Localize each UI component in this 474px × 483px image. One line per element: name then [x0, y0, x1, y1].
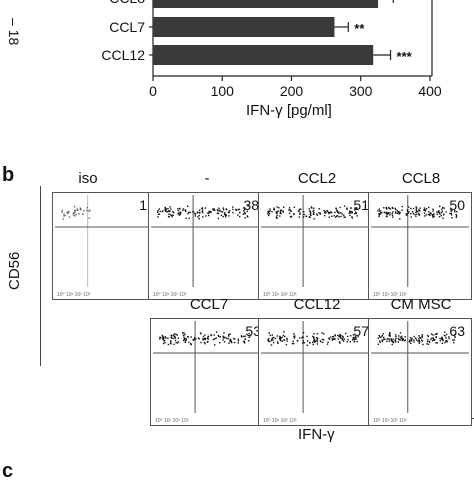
x-tick-label-0: 0 [149, 83, 157, 99]
x-tick-label-3: 300 [349, 83, 373, 99]
svg-text:10⁰ 10¹ 10² 10³: 10⁰ 10¹ 10² 10³ [373, 292, 407, 298]
category-label-ccl12: CCL12 [101, 47, 145, 63]
flow-scatter: 10⁰ 10¹ 10² 10³ [371, 195, 469, 298]
bar-ccl8 [153, 0, 379, 8]
plot-percent-ccl2: 51 [353, 197, 369, 213]
panel-b-y-axis-bar [40, 186, 41, 366]
flow-scatter: 10⁰ 10¹ 10² 10³ [153, 321, 265, 424]
plot-percent-ccl12: 57 [353, 323, 369, 339]
plot-title-ctrl: - [204, 170, 210, 187]
flow-plot-ctrl: 10⁰ 10¹ 10² 10³ 38 [148, 192, 266, 300]
flow-plot-ccl2: 10⁰ 10¹ 10² 10³ 51 [258, 192, 376, 300]
plot-percent-ctrl: 38 [243, 197, 259, 213]
svg-text:10⁰ 10¹ 10² 10³: 10⁰ 10¹ 10² 10³ [263, 418, 297, 424]
svg-text:10⁰ 10¹ 10² 10³: 10⁰ 10¹ 10² 10³ [263, 292, 297, 298]
plot-percent-ccl7: 53 [245, 323, 261, 339]
flow-plot-ccl12: 10⁰ 10¹ 10² 10³ 57 [258, 318, 376, 426]
plot-percent-iso: 1 [139, 197, 147, 213]
panel-c-letter: c [2, 460, 14, 482]
significance-ccl12: *** [397, 49, 413, 64]
significance-ccl7: ** [354, 21, 365, 36]
flow-plot-cm-msc: 10⁰ 10¹ 10² 10³ 63 [368, 318, 472, 426]
x-tick-label-4: 400 [418, 83, 442, 99]
plot-title-iso: iso [78, 170, 98, 187]
plot-title-ccl2: CCL2 [297, 170, 337, 187]
svg-text:10⁰ 10¹ 10² 10³: 10⁰ 10¹ 10² 10³ [57, 292, 91, 298]
x-tick-label-2: 200 [280, 83, 304, 99]
flow-plot-ccl7: 10⁰ 10¹ 10² 10³ 53 [150, 318, 268, 426]
panel-b-letter: b [2, 164, 15, 186]
flow-plot-iso: 10⁰ 10¹ 10² 10³ 1 [52, 192, 156, 300]
svg-text:10⁰ 10¹ 10² 10³: 10⁰ 10¹ 10² 10³ [153, 292, 187, 298]
plot-title-cm-msc: CM MSC [390, 296, 452, 313]
flow-scatter: 10⁰ 10¹ 10² 10³ [151, 195, 263, 298]
flow-scatter: 10⁰ 10¹ 10² 10³ [55, 195, 153, 298]
flow-scatter: 10⁰ 10¹ 10² 10³ [261, 321, 373, 424]
category-label-ccl7: CCL7 [109, 19, 145, 35]
plot-percent-ccl8: 50 [449, 197, 465, 213]
bar-ccl7 [153, 17, 335, 37]
panel-b-y-axis-label: CD56 [6, 251, 23, 290]
svg-text:10⁰ 10¹ 10² 10³: 10⁰ 10¹ 10² 10³ [155, 418, 189, 424]
plot-percent-cm-msc: 63 [449, 323, 465, 339]
x-tick-label-1: 100 [211, 83, 235, 99]
panel-a-group-label: – 18 [6, 18, 22, 46]
category-label-ccl8: CCL8 [109, 0, 145, 6]
flow-plot-ccl8: 10⁰ 10¹ 10² 10³ 50 [368, 192, 472, 300]
flow-scatter: 10⁰ 10¹ 10² 10³ [371, 321, 469, 424]
svg-text:10⁰ 10¹ 10² 10³: 10⁰ 10¹ 10² 10³ [373, 418, 407, 424]
panel-b-x-axis-label: IFN-γ [298, 426, 335, 443]
flow-scatter: 10⁰ 10¹ 10² 10³ [261, 195, 373, 298]
panel-a-chart: 0 100 200 300 400 CCL8 CCL7 ** CCL12 *** [101, 0, 442, 99]
plot-title-ccl12: CCL12 [293, 296, 341, 313]
panel-a-x-axis-label: IFN-γ [pg/ml] [246, 102, 332, 119]
bar-ccl12 [153, 45, 374, 65]
plot-title-ccl8: CCL8 [401, 170, 441, 187]
plot-title-ccl7: CCL7 [189, 296, 229, 313]
